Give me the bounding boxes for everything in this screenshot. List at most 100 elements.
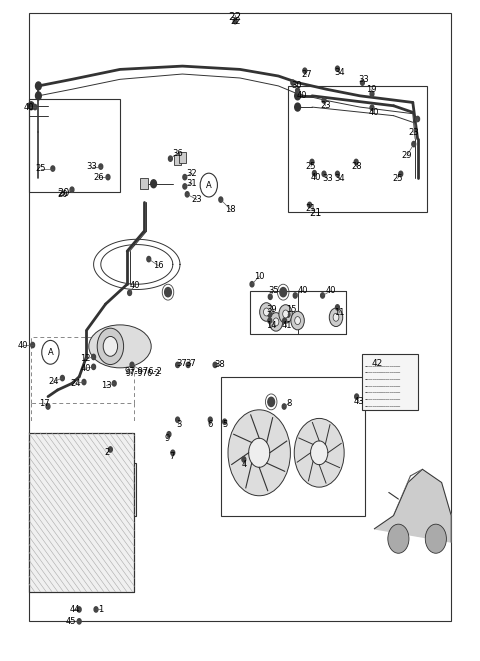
Text: 25: 25 [36,164,46,173]
Circle shape [249,438,270,467]
Polygon shape [374,469,451,542]
Bar [134,463,136,516]
Text: 40: 40 [297,286,308,295]
Text: 16: 16 [153,261,164,270]
Circle shape [333,313,339,321]
Circle shape [280,288,287,297]
Circle shape [322,98,326,103]
Circle shape [185,192,189,197]
Circle shape [60,375,64,381]
Text: 34: 34 [335,68,345,77]
Text: 19: 19 [366,85,376,94]
Bar [221,377,365,516]
Circle shape [167,432,171,437]
Text: ─────────────────: ───────────────── [364,405,400,408]
Text: 38: 38 [215,360,225,369]
Text: 20: 20 [57,190,68,200]
Text: 32: 32 [187,169,197,178]
Bar [362,354,418,410]
Circle shape [228,410,290,496]
Circle shape [312,171,316,176]
Bar [250,291,346,334]
Circle shape [321,293,324,298]
Text: A: A [206,180,212,190]
Circle shape [296,88,300,93]
Circle shape [176,417,180,422]
Text: 21: 21 [306,204,316,213]
Text: 12: 12 [80,354,91,364]
Circle shape [186,362,190,368]
Circle shape [273,318,279,326]
Text: 11: 11 [335,308,345,317]
Circle shape [388,524,409,553]
Circle shape [233,19,237,24]
Text: 6: 6 [207,420,213,429]
Circle shape [46,404,50,409]
Circle shape [310,159,314,165]
Circle shape [412,141,416,147]
Text: 5: 5 [222,420,227,429]
Text: 40: 40 [24,102,34,112]
Circle shape [283,318,287,323]
Text: 40: 40 [296,91,307,100]
Text: 40: 40 [311,173,321,182]
Circle shape [92,354,96,360]
Circle shape [293,293,297,298]
Bar [29,99,120,192]
Circle shape [106,175,110,180]
Bar [288,86,427,212]
Circle shape [295,92,300,100]
Circle shape [92,364,96,369]
Circle shape [311,441,328,465]
Circle shape [130,362,134,368]
Text: 28: 28 [351,162,362,171]
Circle shape [183,184,187,189]
Text: 13: 13 [101,381,112,390]
Text: ─────────────────: ───────────────── [364,378,400,382]
Text: A: A [48,348,53,357]
Text: 34: 34 [335,174,345,183]
Circle shape [108,447,112,452]
Circle shape [70,187,74,192]
Circle shape [294,418,344,487]
Circle shape [286,312,290,317]
Text: 7: 7 [169,451,175,461]
Ellipse shape [89,325,151,368]
Circle shape [112,381,116,386]
Text: 3: 3 [176,420,181,429]
Circle shape [354,159,358,165]
Circle shape [269,313,283,331]
Circle shape [268,397,275,407]
Text: 25: 25 [306,162,316,171]
Text: 39: 39 [266,305,276,314]
Text: 40: 40 [80,364,91,373]
Text: 41: 41 [281,321,292,330]
Circle shape [250,282,254,287]
Circle shape [329,308,343,327]
Circle shape [370,105,374,110]
Circle shape [303,68,307,73]
Circle shape [77,607,81,612]
Bar [140,178,148,189]
Text: 97-976-2: 97-976-2 [124,367,162,376]
Text: 15: 15 [287,305,297,314]
Circle shape [399,171,403,176]
Bar [29,13,451,621]
Circle shape [322,171,326,176]
Text: 40: 40 [368,108,379,117]
Circle shape [295,317,300,325]
Text: 22: 22 [230,17,240,26]
Text: 9: 9 [165,434,169,443]
Text: 22: 22 [228,11,242,22]
Circle shape [36,92,41,100]
Text: 31: 31 [187,178,197,188]
Circle shape [171,450,175,455]
Text: 23: 23 [320,101,331,110]
Text: 30: 30 [291,81,302,91]
Circle shape [295,103,300,111]
Text: 1: 1 [98,605,103,614]
Text: 42: 42 [372,359,383,368]
Text: 2: 2 [105,448,109,457]
Text: 18: 18 [225,205,236,214]
Text: 45: 45 [66,617,76,626]
